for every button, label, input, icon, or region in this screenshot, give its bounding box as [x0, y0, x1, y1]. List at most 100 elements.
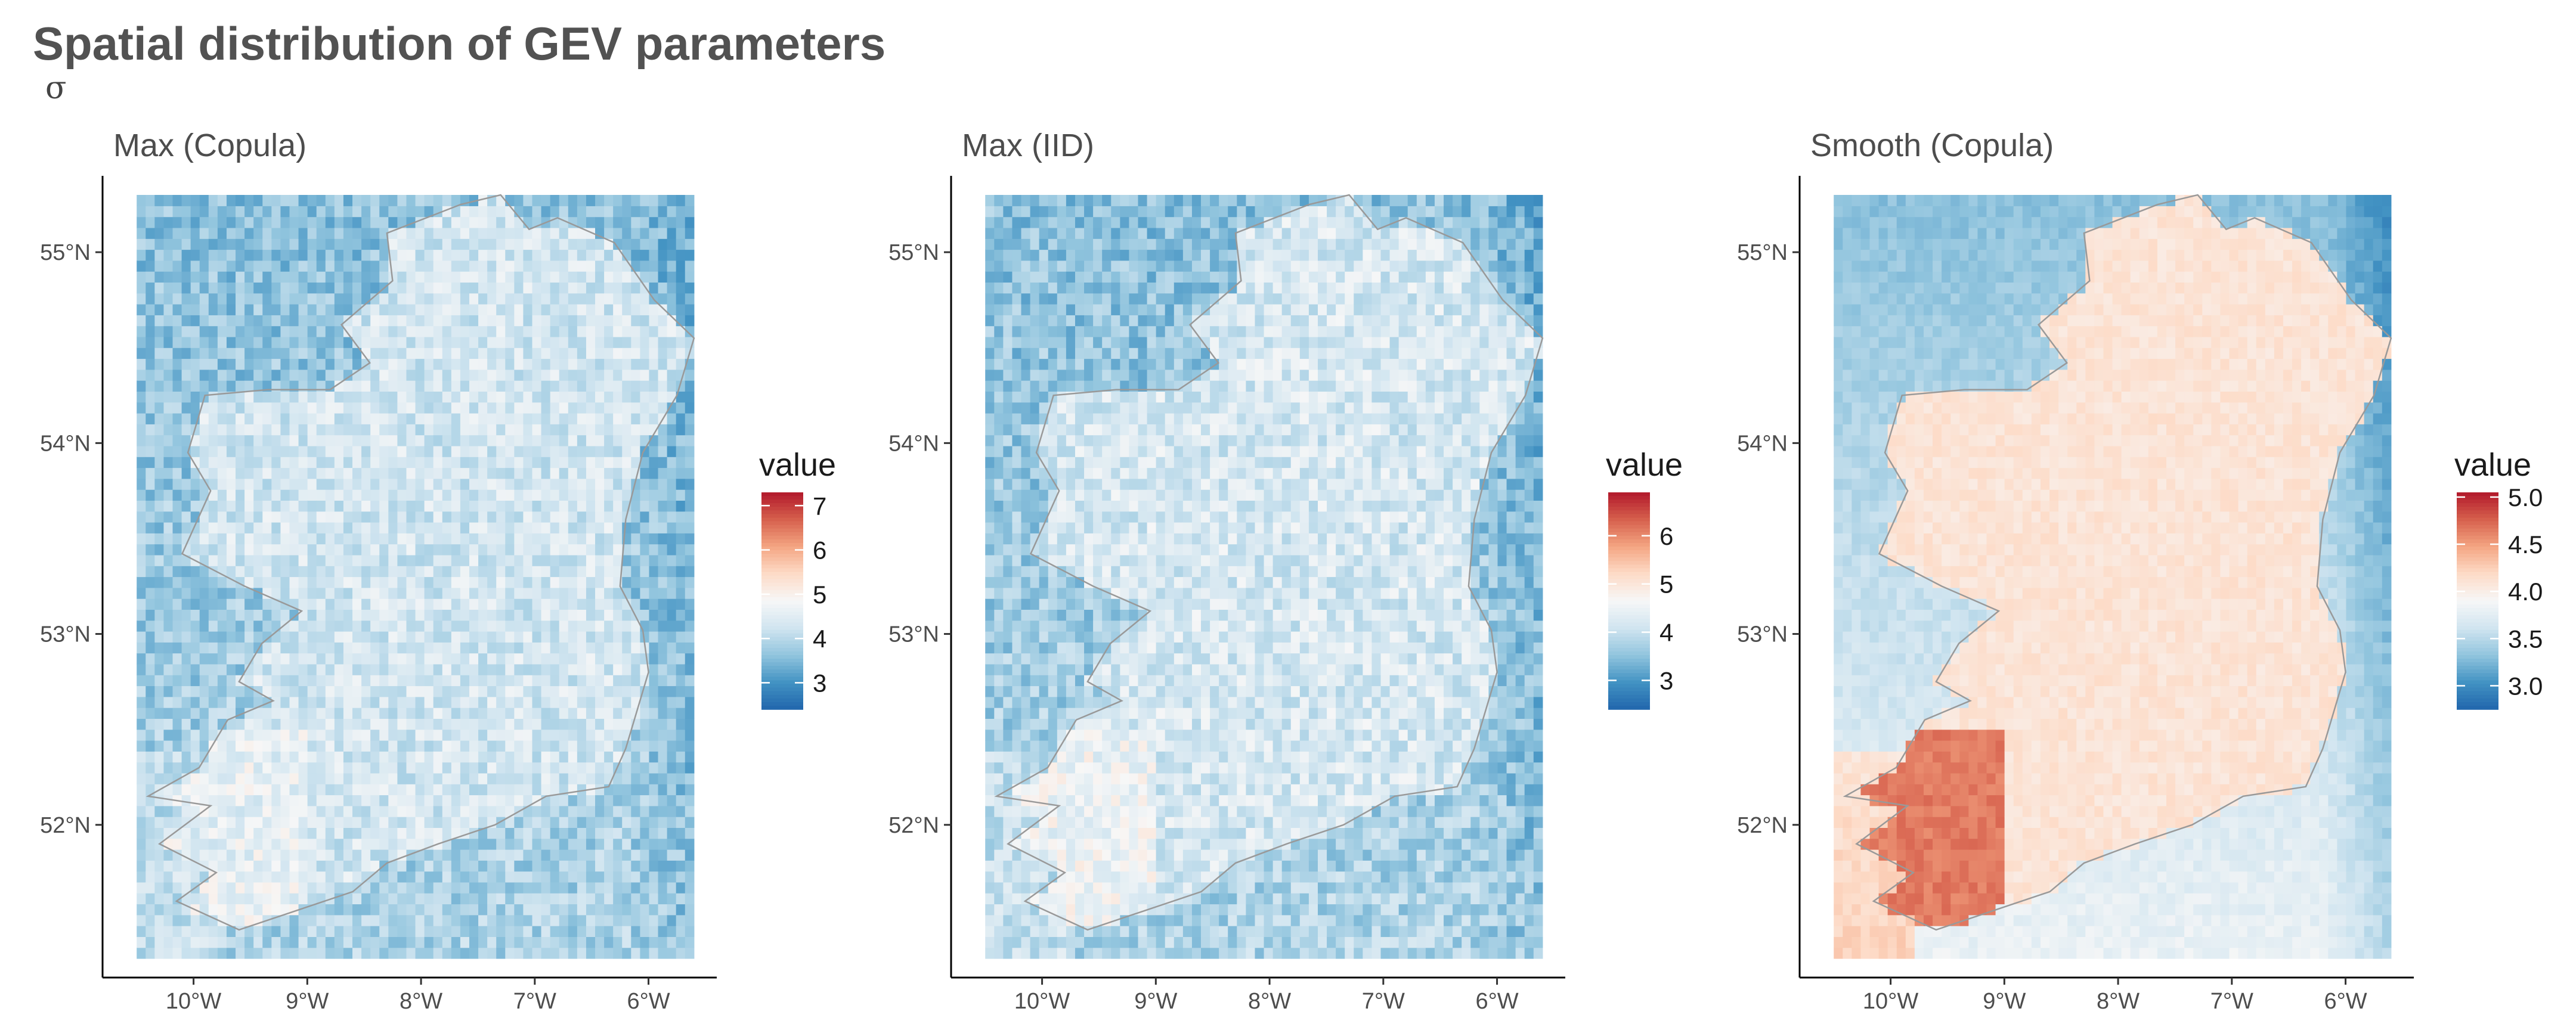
- heatmap-cell: [217, 795, 227, 806]
- heatmap-cell: [280, 282, 290, 294]
- heatmap-cell: [1039, 817, 1049, 828]
- heatmap-cell: [253, 609, 263, 621]
- heatmap-cell: [532, 457, 542, 469]
- heatmap-cell: [622, 457, 631, 469]
- heatmap-cell: [1012, 762, 1022, 774]
- heatmap-cell: [343, 435, 353, 446]
- heatmap-cell: [667, 457, 677, 469]
- heatmap-cell: [289, 467, 299, 479]
- heatmap-cell: [307, 642, 317, 654]
- heatmap-cell: [262, 467, 272, 479]
- heatmap-cell: [397, 914, 407, 926]
- heatmap-cell: [137, 653, 146, 665]
- heatmap-cell: [163, 282, 174, 294]
- heatmap-cell: [604, 827, 614, 839]
- heatmap-cell: [433, 849, 443, 861]
- legend-color-step: [761, 590, 803, 594]
- heatmap-cell: [478, 893, 488, 905]
- heatmap-cell: [289, 315, 299, 327]
- heatmap-cell: [469, 227, 479, 239]
- heatmap-cell: [307, 947, 317, 959]
- heatmap-cell: [298, 315, 308, 327]
- heatmap-cell: [262, 271, 272, 283]
- heatmap-cell: [379, 554, 389, 566]
- heatmap-cell: [172, 729, 182, 741]
- heatmap-cell: [622, 402, 631, 414]
- heatmap-cell: [298, 467, 308, 479]
- heatmap-cell: [469, 315, 479, 327]
- heatmap-cell: [658, 511, 668, 523]
- heatmap-cell: [469, 663, 479, 675]
- heatmap-cell: [316, 772, 326, 784]
- heatmap-cell: [172, 718, 182, 730]
- heatmap-cell: [271, 663, 281, 675]
- heatmap-cell: [236, 653, 245, 665]
- heatmap-cell: [985, 914, 995, 926]
- heatmap-cell: [163, 544, 174, 556]
- heatmap-cell: [985, 708, 995, 719]
- heatmap-cell: [217, 544, 227, 556]
- heatmap-cell: [163, 849, 174, 861]
- heatmap-cell: [568, 391, 578, 403]
- heatmap-cell: [1012, 795, 1022, 806]
- heatmap-cell: [658, 457, 668, 469]
- heatmap-cell: [478, 304, 488, 315]
- heatmap-cell: [343, 751, 353, 763]
- heatmap-cell: [1003, 904, 1013, 916]
- heatmap-cell: [613, 402, 623, 414]
- heatmap-cell: [370, 620, 380, 632]
- heatmap-cell: [316, 511, 326, 523]
- heatmap-cell: [469, 893, 479, 905]
- heatmap-cell: [236, 751, 245, 763]
- heatmap-cell: [352, 576, 362, 588]
- heatmap-cell: [577, 685, 587, 697]
- heatmap-cell: [343, 457, 353, 469]
- heatmap-cell: [253, 729, 263, 741]
- heatmap-cell: [604, 533, 614, 545]
- heatmap-cell: [985, 445, 995, 457]
- heatmap-cell: [181, 336, 191, 348]
- heatmap-cell: [595, 718, 605, 730]
- heatmap-cell: [289, 708, 299, 719]
- heatmap-cell: [523, 424, 533, 436]
- heatmap-cell: [325, 696, 335, 708]
- heatmap-cell: [307, 478, 317, 490]
- heatmap-cell: [190, 566, 200, 578]
- heatmap-cell: [208, 860, 218, 872]
- heatmap-cell: [424, 598, 434, 610]
- heatmap-cell: [424, 325, 434, 337]
- heatmap-cell: [343, 293, 353, 305]
- legend-color-step: [761, 521, 803, 526]
- heatmap-cell: [137, 642, 146, 654]
- heatmap-cell: [604, 227, 614, 239]
- heatmap-cell: [469, 424, 479, 436]
- heatmap-cell: [649, 696, 659, 708]
- heatmap-cell: [361, 315, 371, 327]
- heatmap-cell: [1003, 304, 1013, 315]
- heatmap-cell: [676, 325, 686, 337]
- heatmap-cell: [154, 282, 165, 294]
- heatmap-cell: [559, 435, 569, 446]
- heatmap-cell: [334, 795, 344, 806]
- heatmap-cell: [307, 718, 317, 730]
- heatmap-cell: [406, 740, 416, 752]
- heatmap-cell: [577, 325, 587, 337]
- heatmap-cell: [217, 380, 227, 392]
- heatmap-cell: [604, 926, 614, 937]
- heatmap-cell: [505, 795, 515, 806]
- heatmap-cell: [568, 685, 578, 697]
- heatmap-cell: [667, 827, 677, 839]
- heatmap-cell: [361, 445, 371, 457]
- heatmap-cell: [316, 926, 326, 937]
- heatmap-cell: [1039, 893, 1049, 905]
- heatmap-cell: [145, 708, 155, 719]
- heatmap-cell: [496, 282, 506, 294]
- heatmap-cell: [424, 772, 434, 784]
- heatmap-cell: [685, 391, 695, 403]
- heatmap-cell: [289, 195, 299, 206]
- heatmap-cell: [505, 424, 515, 436]
- heatmap-cell: [559, 685, 569, 697]
- heatmap-cell: [460, 653, 470, 665]
- heatmap-cell: [1039, 609, 1049, 621]
- heatmap-cell: [595, 282, 605, 294]
